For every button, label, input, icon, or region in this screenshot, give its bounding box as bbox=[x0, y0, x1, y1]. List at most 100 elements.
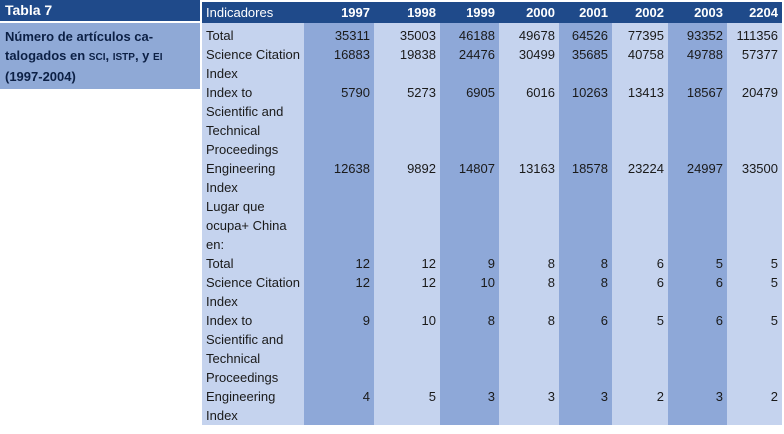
table-row: Lugar que ocupa+ China en: bbox=[202, 197, 782, 254]
table-cell bbox=[440, 197, 499, 254]
row-label: Science Citation Index bbox=[202, 273, 304, 311]
table-cell: 30499 bbox=[499, 45, 559, 83]
header-year: 2003 bbox=[668, 2, 727, 23]
row-label: Total bbox=[202, 23, 304, 45]
abbr-istp: ISTP bbox=[112, 52, 135, 63]
table-cell: 12 bbox=[304, 273, 374, 311]
table-cell: 9 bbox=[304, 311, 374, 387]
table-cell: 6 bbox=[612, 273, 668, 311]
table-row: Science Citation Index 12 12 10 8 8 6 6 5 bbox=[202, 273, 782, 311]
table-cell: 49788 bbox=[668, 45, 727, 83]
table-cell: 10 bbox=[440, 273, 499, 311]
table-cell: 20479 bbox=[727, 83, 782, 159]
table-cell: 8 bbox=[559, 254, 612, 273]
table-cell: 4 bbox=[304, 387, 374, 425]
table-cell: 40758 bbox=[612, 45, 668, 83]
table-cell: 6 bbox=[612, 254, 668, 273]
header-year: 1998 bbox=[374, 2, 440, 23]
row-label: Engineering Index bbox=[202, 387, 304, 425]
table-cell: 93352 bbox=[668, 23, 727, 45]
table-cell: 6 bbox=[559, 311, 612, 387]
table-cell: 5 bbox=[668, 254, 727, 273]
header-year: 2002 bbox=[612, 2, 668, 23]
abbr-sci: SCI bbox=[88, 52, 106, 63]
table-cell: 14807 bbox=[440, 159, 499, 197]
title-line-1: Número de artículos ca- bbox=[5, 29, 154, 44]
table-cell bbox=[499, 197, 559, 254]
table-cell: 18578 bbox=[559, 159, 612, 197]
table-cell: 13163 bbox=[499, 159, 559, 197]
table-cell: 3 bbox=[559, 387, 612, 425]
table-cell: 33500 bbox=[727, 159, 782, 197]
table-cell: 2 bbox=[612, 387, 668, 425]
table-cell bbox=[668, 197, 727, 254]
table-cell: 8 bbox=[499, 254, 559, 273]
table-cell: 6 bbox=[668, 273, 727, 311]
table-cell: 5273 bbox=[374, 83, 440, 159]
header-year: 2000 bbox=[499, 2, 559, 23]
table-row: Total 35311 35003 46188 49678 64526 77395 93352… bbox=[202, 23, 782, 45]
table-cell: 16883 bbox=[304, 45, 374, 83]
table-cell: 35003 bbox=[374, 23, 440, 45]
title-years: (1997-2004) bbox=[5, 69, 76, 84]
table-cell bbox=[612, 197, 668, 254]
row-label: Science Citation Index bbox=[202, 45, 304, 83]
table-cell: 24476 bbox=[440, 45, 499, 83]
row-label: Total bbox=[202, 254, 304, 273]
header-year: 1999 bbox=[440, 2, 499, 23]
table-cell bbox=[559, 197, 612, 254]
table-cell: 5790 bbox=[304, 83, 374, 159]
table-cell: 35685 bbox=[559, 45, 612, 83]
table-cell: 12 bbox=[374, 254, 440, 273]
table-cell: 111356 bbox=[727, 23, 782, 45]
title-panel: Tabla 7 Número de artículos ca- talogado… bbox=[0, 0, 200, 89]
table-cell: 18567 bbox=[668, 83, 727, 159]
table-cell: 77395 bbox=[612, 23, 668, 45]
table-cell: 23224 bbox=[612, 159, 668, 197]
header-year: 2204 bbox=[727, 2, 782, 23]
table-cell: 9 bbox=[440, 254, 499, 273]
title-line-2: talogados en SCI, ISTP, y EI bbox=[5, 48, 163, 63]
header-year: 1997 bbox=[304, 2, 374, 23]
table-cell: 6016 bbox=[499, 83, 559, 159]
table-cell: 5 bbox=[727, 254, 782, 273]
table-cell: 64526 bbox=[559, 23, 612, 45]
table-cell: 5 bbox=[727, 273, 782, 311]
table-cell: 10263 bbox=[559, 83, 612, 159]
table-cell: 3 bbox=[440, 387, 499, 425]
table-cell: 8 bbox=[499, 273, 559, 311]
table-cell bbox=[727, 197, 782, 254]
table-cell: 2 bbox=[727, 387, 782, 425]
row-label: Index to Scientific and Technical Procee… bbox=[202, 311, 304, 387]
table-row: Engineering Index 12638 9892 14807 13163 1857… bbox=[202, 159, 782, 197]
row-label: Lugar que ocupa+ China en: bbox=[202, 197, 304, 254]
table-cell: 3 bbox=[499, 387, 559, 425]
table-row: Science Citation Index 16883 19838 24476 304… bbox=[202, 45, 782, 83]
table-number: Tabla 7 bbox=[0, 0, 200, 21]
table-cell: 5 bbox=[612, 311, 668, 387]
header-row: Indicadores 1997 1998 1999 2000 2001 200… bbox=[202, 2, 782, 23]
table-cell: 19838 bbox=[374, 45, 440, 83]
table-cell: 6905 bbox=[440, 83, 499, 159]
row-label: Engineering Index bbox=[202, 159, 304, 197]
table-row: Total 12 12 9 8 8 6 5 5 bbox=[202, 254, 782, 273]
table-cell bbox=[374, 197, 440, 254]
table-cell: 12638 bbox=[304, 159, 374, 197]
table-cell: 46188 bbox=[440, 23, 499, 45]
data-table: Indicadores 1997 1998 1999 2000 2001 200… bbox=[202, 2, 782, 425]
table-cell: 35311 bbox=[304, 23, 374, 45]
table-cell bbox=[304, 197, 374, 254]
table-cell: 8 bbox=[499, 311, 559, 387]
table-cell: 49678 bbox=[499, 23, 559, 45]
table-row: Index to Scientific and Technical Procee… bbox=[202, 83, 782, 159]
table-cell: 8 bbox=[559, 273, 612, 311]
table-cell: 5 bbox=[374, 387, 440, 425]
table-cell: 8 bbox=[440, 311, 499, 387]
table-cell: 12 bbox=[304, 254, 374, 273]
table-title: Número de artículos ca- talogados en SCI… bbox=[0, 23, 200, 89]
header-indicadores: Indicadores bbox=[202, 2, 304, 23]
table-cell: 13413 bbox=[612, 83, 668, 159]
row-label: Index to Scientific and Technical Procee… bbox=[202, 83, 304, 159]
table-cell: 9892 bbox=[374, 159, 440, 197]
